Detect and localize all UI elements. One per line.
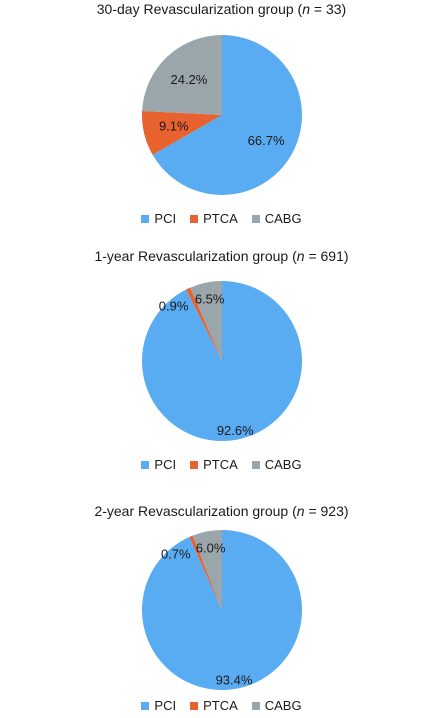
pie-slice-ptca: [189, 535, 222, 610]
data-label-cabg: 6.0%: [196, 540, 226, 555]
data-label-ptca: 0.7%: [161, 546, 191, 561]
legend-item-pci: PCI: [141, 457, 176, 473]
legend-swatch-pci: [141, 461, 150, 469]
data-label-ptca: 0.9%: [159, 298, 189, 313]
pie-slice-pci: [152, 35, 303, 195]
data-label-cabg: 6.5%: [195, 291, 225, 306]
legend-item-cabg: CABG: [251, 457, 302, 473]
pie-chart-30-day: 66.7% 9.1% 24.2%: [142, 35, 303, 195]
legend-swatch-ptca: [190, 702, 199, 710]
data-label-pci: 92.6%: [217, 423, 254, 438]
legend-item-pci: PCI: [141, 211, 176, 227]
legend-item-cabg: CABG: [251, 698, 302, 714]
legend-swatch-pci: [141, 702, 150, 710]
legend-item-ptca: PTCA: [190, 211, 238, 227]
data-label-pci: 66.7%: [248, 133, 285, 148]
legend-swatch-cabg: [251, 702, 260, 710]
pie-slice-cabg: [142, 35, 222, 115]
legend-2-year: PCI PTCA CABG: [0, 698, 443, 714]
legend-1-year: PCI PTCA CABG: [0, 457, 443, 473]
legend-swatch-pci: [141, 215, 150, 223]
legend-swatch-cabg: [251, 215, 260, 223]
legend-swatch-ptca: [190, 461, 199, 469]
data-label-ptca: 9.1%: [159, 119, 189, 134]
pie-slice-ptca: [142, 110, 222, 155]
pie-chart-2-year: 93.4% 0.7% 6.0%: [142, 530, 303, 690]
legend-30-day: PCI PTCA CABG: [0, 211, 443, 227]
legend-swatch-cabg: [251, 461, 260, 469]
data-label-cabg: 24.2%: [170, 72, 207, 87]
pie-slice-cabg: [190, 281, 222, 361]
pie-chart-1-year: 92.6% 0.9% 6.5%: [142, 281, 302, 441]
legend-item-cabg: CABG: [251, 211, 302, 227]
pie-slice-cabg: [192, 530, 222, 610]
chart-title-30-day: 30-day Revascularization group (n = 33): [96, 1, 347, 17]
chart-title-2-year: 2-year Revascularization group (n = 923): [94, 503, 349, 519]
pie-slice-pci: [142, 530, 303, 690]
legend-swatch-ptca: [190, 215, 199, 223]
chart-title-1-year: 1-year Revascularization group (n = 691): [94, 248, 349, 264]
data-label-pci: 93.4%: [216, 672, 253, 687]
legend-item-pci: PCI: [141, 698, 176, 714]
pie-slice-ptca: [186, 287, 222, 361]
legend-item-ptca: PTCA: [190, 698, 238, 714]
legend-item-ptca: PTCA: [190, 457, 238, 473]
